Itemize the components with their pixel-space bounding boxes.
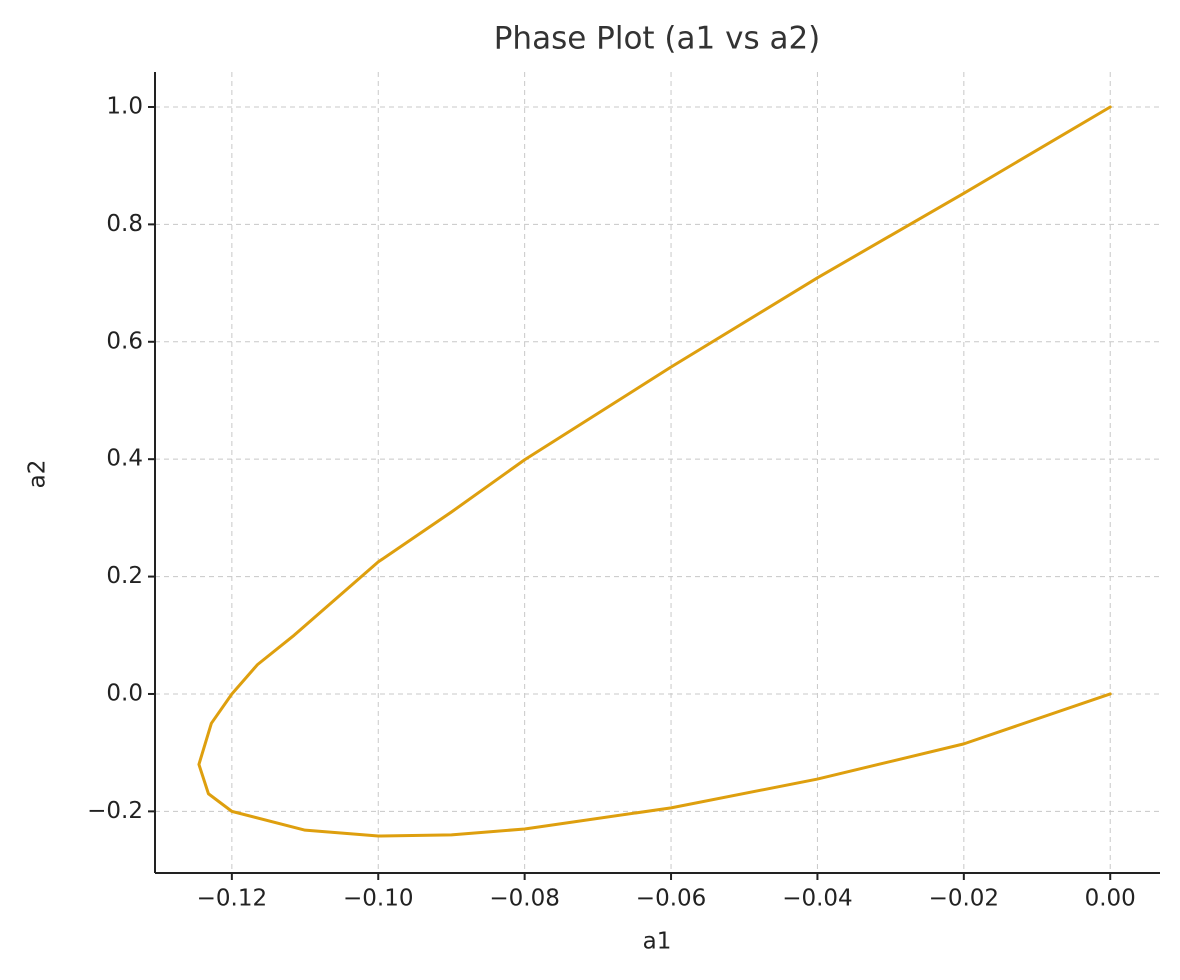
y-tick-label: 0.8: [106, 211, 143, 237]
x-axis-label: a1: [643, 929, 672, 955]
y-axis-label: a2: [25, 460, 51, 489]
y-tick-label: −0.2: [87, 798, 143, 824]
y-tick-label: 0.4: [106, 446, 143, 472]
y-tick-label: 0.2: [106, 563, 143, 589]
x-tick-label: −0.04: [782, 886, 852, 912]
chart-title: Phase Plot (a1 vs a2): [494, 21, 821, 57]
x-tick-label: −0.08: [489, 886, 559, 912]
x-tick-label: −0.12: [197, 886, 267, 912]
y-tick-label: 0.0: [106, 680, 143, 706]
data-line: [197, 105, 1112, 838]
x-tick-label: −0.06: [636, 886, 706, 912]
y-tick-label: 1.0: [106, 93, 143, 119]
y-tick-label: 0.6: [106, 328, 143, 354]
x-tick-label: 0.00: [1085, 886, 1136, 912]
x-tick-label: −0.02: [929, 886, 999, 912]
x-tick-label: −0.10: [343, 886, 413, 912]
